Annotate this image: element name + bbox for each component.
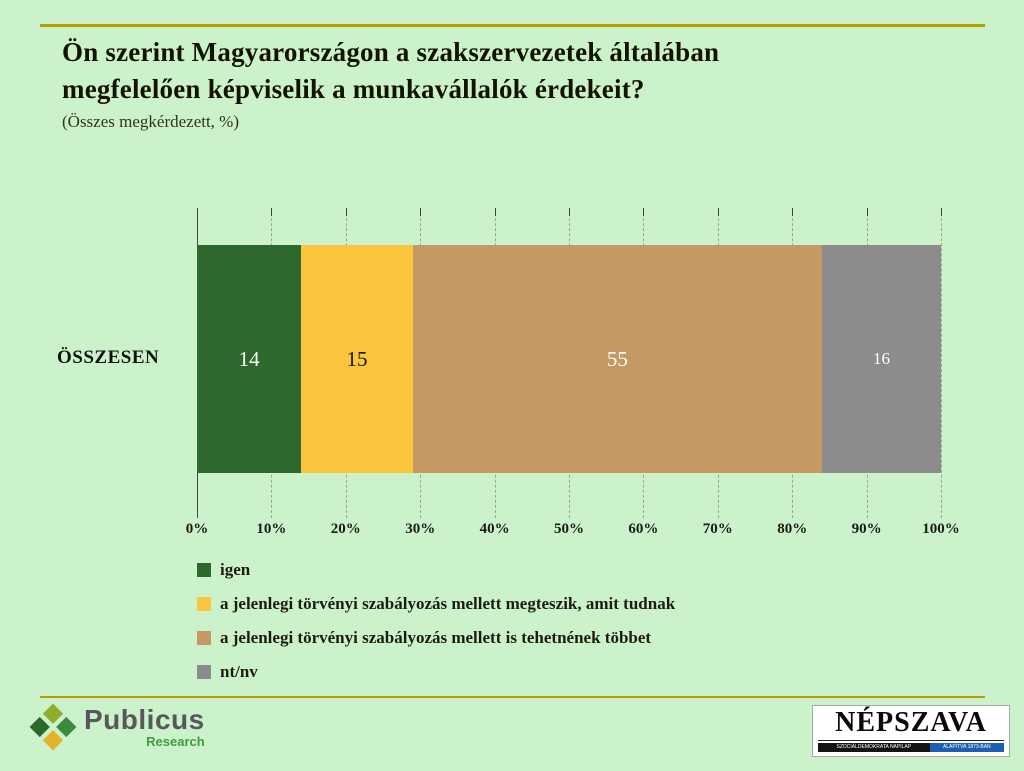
page-title-line2: megfelelően képviselik a munkavállalók é… (62, 74, 645, 104)
category-label: ÖSSZESEN (57, 347, 160, 368)
x-tick-label: 20% (330, 521, 361, 537)
page-title-line1: Ön szerint Magyarországon a szakszerveze… (62, 37, 720, 67)
axis-tick (643, 208, 645, 216)
x-tick-label: 60% (628, 521, 659, 537)
publicus-wordmark: Publicus Research (84, 705, 205, 749)
nepszava-wordmark: NÉPSZAVA (818, 706, 1004, 741)
legend-item: igen (197, 558, 675, 582)
legend-swatch (197, 563, 211, 577)
x-tick-label: 10% (256, 521, 287, 537)
x-tick-label: 100% (922, 521, 960, 537)
legend-item: nt/nv (197, 660, 675, 684)
bar-segment-4: 16 (821, 245, 941, 473)
x-tick-label: 40% (479, 521, 510, 537)
legend-item: a jelenlegi törvényi szabályozás mellett… (197, 626, 675, 650)
axis-tick (345, 208, 347, 216)
publicus-name: Publicus (84, 704, 205, 735)
legend: igen a jelenlegi törvényi szabályozás mel… (197, 558, 675, 694)
bottom-divider (40, 696, 985, 698)
publicus-research-label: Research (146, 734, 205, 749)
axis-tick (792, 208, 794, 216)
publicus-diamond-icon (29, 703, 77, 751)
axis-tick (271, 208, 273, 216)
axis-tick (569, 208, 570, 216)
x-tick-label: 30% (405, 521, 436, 537)
legend-label: a jelenlegi törvényi szabályozás mellett… (220, 594, 676, 613)
axis-tick (717, 208, 719, 216)
bar-segment-2: 15 (301, 245, 413, 473)
x-tick-label: 50% (554, 521, 584, 537)
axis-tick (197, 208, 198, 216)
publicus-logo: Publicus Research (28, 702, 205, 752)
legend-label: igen (220, 560, 251, 579)
nepszava-tagline-right: ALAPÍTVA 1873-BAN (929, 743, 1004, 752)
segment-value: 16 (872, 349, 890, 368)
legend-swatch (197, 631, 211, 645)
x-tick-label: 70% (702, 521, 733, 537)
axis-tick (494, 208, 496, 216)
bar-segment-1: 14 (197, 245, 302, 473)
x-tick-label: 0% (185, 521, 209, 537)
axis-tick (420, 208, 422, 216)
plot-area: 14 15 55 16 (197, 208, 942, 518)
legend-item: a jelenlegi törvényi szabályozás mellett… (197, 592, 675, 616)
legend-label: a jelenlegi törvényi szabályozás mellett… (220, 628, 652, 647)
legend-swatch (197, 597, 211, 611)
bar-segment-3: 55 (412, 245, 822, 473)
nepszava-tagline-strip: SZOCIÁLDEMOKRATA NAPILAP ALAPÍTVA 1873-B… (818, 743, 1004, 752)
stacked-bar: 14 15 55 16 (197, 245, 941, 473)
x-tick-label: 90% (851, 521, 882, 537)
x-axis: 0% 10% 20% 30% 40% 50% 60% 70% 80% 90% 100% (186, 521, 960, 541)
nepszava-logo: NÉPSZAVA SZOCIÁLDEMOKRATA NAPILAP ALAPÍT… (812, 705, 1010, 757)
header: Ön szerint Magyarországon a szakszerveze… (62, 34, 719, 132)
legend-swatch (197, 665, 211, 679)
gridline (941, 208, 942, 518)
nepszava-tagline-left: SZOCIÁLDEMOKRATA NAPILAP (818, 743, 930, 752)
x-tick-label: 80% (777, 521, 808, 537)
legend-label: nt/nv (220, 662, 258, 681)
chart-subtitle: (Összes megkérdezett, %) (62, 112, 240, 131)
axis-tick (866, 208, 868, 216)
segment-value: 14 (238, 346, 260, 371)
axis-tick (941, 208, 942, 216)
top-divider (40, 24, 985, 27)
segment-value: 15 (346, 346, 368, 371)
segment-value: 55 (606, 346, 628, 371)
